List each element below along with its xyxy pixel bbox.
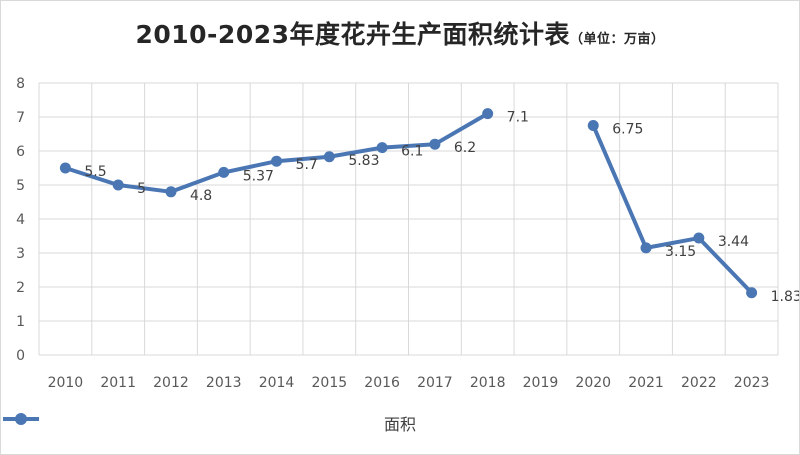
x-tick-label: 2019 bbox=[523, 375, 559, 391]
y-tick-label: 5 bbox=[16, 178, 25, 194]
x-tick-label: 2023 bbox=[734, 375, 770, 391]
data-label: 3.15 bbox=[665, 244, 696, 260]
x-tick-label: 2010 bbox=[48, 375, 84, 391]
data-point bbox=[429, 138, 441, 150]
data-point bbox=[482, 108, 494, 120]
data-label: 7.1 bbox=[507, 110, 529, 126]
data-point bbox=[376, 142, 388, 154]
x-tick-label: 2014 bbox=[259, 375, 295, 391]
data-point bbox=[218, 166, 230, 178]
data-label: 6.75 bbox=[612, 122, 643, 138]
x-tick-label: 2022 bbox=[681, 375, 717, 391]
legend: 面积 bbox=[1, 411, 799, 435]
chart-title: 2010-2023年度花卉生产面积统计表（单位：万亩） bbox=[1, 15, 799, 51]
y-tick-label: 0 bbox=[16, 348, 25, 364]
y-tick-label: 8 bbox=[16, 76, 25, 92]
x-tick-label: 2016 bbox=[364, 375, 400, 391]
data-label: 6.1 bbox=[401, 144, 423, 160]
y-tick-label: 4 bbox=[16, 212, 25, 228]
y-tick-label: 3 bbox=[16, 246, 25, 262]
data-label: 4.8 bbox=[190, 188, 212, 204]
data-label: 5.37 bbox=[243, 168, 274, 184]
data-label: 5 bbox=[137, 181, 146, 197]
chart-title-text: 2010-2023年度花卉生产面积统计表 bbox=[135, 20, 571, 49]
data-label: 5.83 bbox=[348, 153, 379, 169]
data-point bbox=[746, 287, 758, 299]
y-tick-label: 1 bbox=[16, 314, 25, 330]
x-tick-label: 2015 bbox=[312, 375, 348, 391]
y-tick-label: 6 bbox=[16, 144, 25, 160]
data-point bbox=[165, 186, 177, 198]
data-label: 3.44 bbox=[718, 234, 749, 250]
x-tick-label: 2018 bbox=[470, 375, 506, 391]
data-point bbox=[271, 155, 283, 167]
x-tick-label: 2012 bbox=[153, 375, 189, 391]
series-line bbox=[591, 123, 754, 295]
data-label: 6.2 bbox=[454, 140, 476, 156]
data-point bbox=[587, 120, 599, 131]
x-tick-label: 2017 bbox=[417, 375, 453, 391]
y-tick-label: 7 bbox=[16, 110, 25, 126]
data-point bbox=[59, 162, 71, 174]
x-tick-label: 2013 bbox=[206, 375, 242, 391]
x-tick-label: 2020 bbox=[575, 375, 611, 391]
legend-label: 面积 bbox=[383, 415, 416, 434]
data-point bbox=[640, 242, 652, 254]
data-label: 5.7 bbox=[296, 157, 318, 173]
data-point bbox=[323, 151, 335, 163]
data-label: 1.83 bbox=[771, 289, 799, 305]
legend-marker bbox=[3, 413, 39, 425]
data-label: 5.5 bbox=[84, 164, 106, 180]
x-tick-label: 2021 bbox=[628, 375, 664, 391]
data-point bbox=[112, 179, 124, 191]
series-line bbox=[63, 111, 490, 194]
chart-unit-note: （单位：万亩） bbox=[570, 32, 665, 47]
y-tick-label: 2 bbox=[16, 280, 25, 296]
x-tick-label: 2011 bbox=[100, 375, 136, 391]
data-point bbox=[693, 232, 705, 244]
